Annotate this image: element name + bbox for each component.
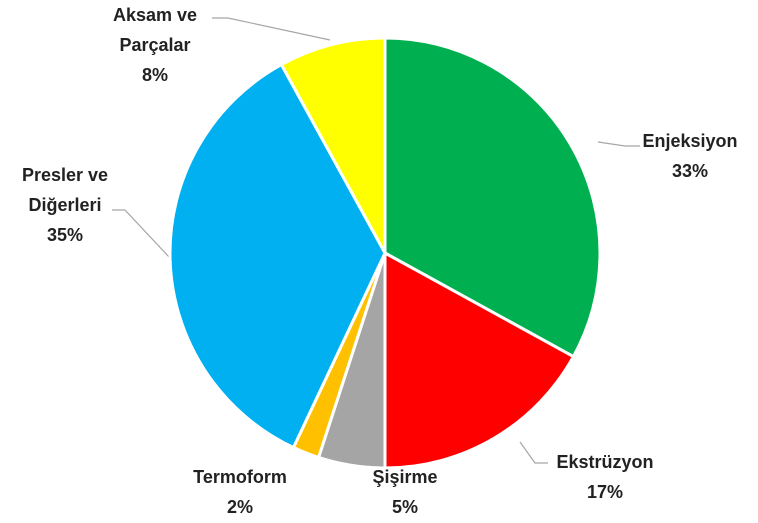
value-label: 17% xyxy=(586,482,624,502)
value-label: 5% xyxy=(391,497,418,517)
category-label: Aksam ve Parçalar xyxy=(112,5,198,55)
data-label: Presler ve Diğerleri 35% xyxy=(0,160,130,250)
data-label: Aksam ve Parçalar 8% xyxy=(85,0,225,90)
leader-line xyxy=(112,209,171,259)
value-label: 8% xyxy=(141,65,168,85)
data-label: Enjeksiyon 33% xyxy=(620,126,758,186)
data-label: Termoform 2% xyxy=(165,462,315,522)
leader-line xyxy=(519,441,548,464)
value-label: 2% xyxy=(226,497,253,517)
category-label: Ekstrüzyon xyxy=(556,452,654,472)
value-label: 35% xyxy=(46,225,84,245)
pie-slice xyxy=(383,250,576,470)
category-label: Termoform xyxy=(193,467,287,487)
data-label: Ekstrüzyon 17% xyxy=(530,447,680,507)
value-label: 33% xyxy=(671,161,709,181)
category-label: Enjeksiyon xyxy=(642,131,738,151)
category-label: Şişirme xyxy=(372,467,438,487)
pie-slice xyxy=(168,62,387,450)
leader-line xyxy=(212,17,331,41)
category-label: Presler ve Diğerleri xyxy=(21,165,109,215)
pie-slice xyxy=(383,36,602,359)
data-label: Şişirme 5% xyxy=(345,462,465,522)
leader-line xyxy=(597,141,640,147)
pie-slice xyxy=(279,36,387,254)
